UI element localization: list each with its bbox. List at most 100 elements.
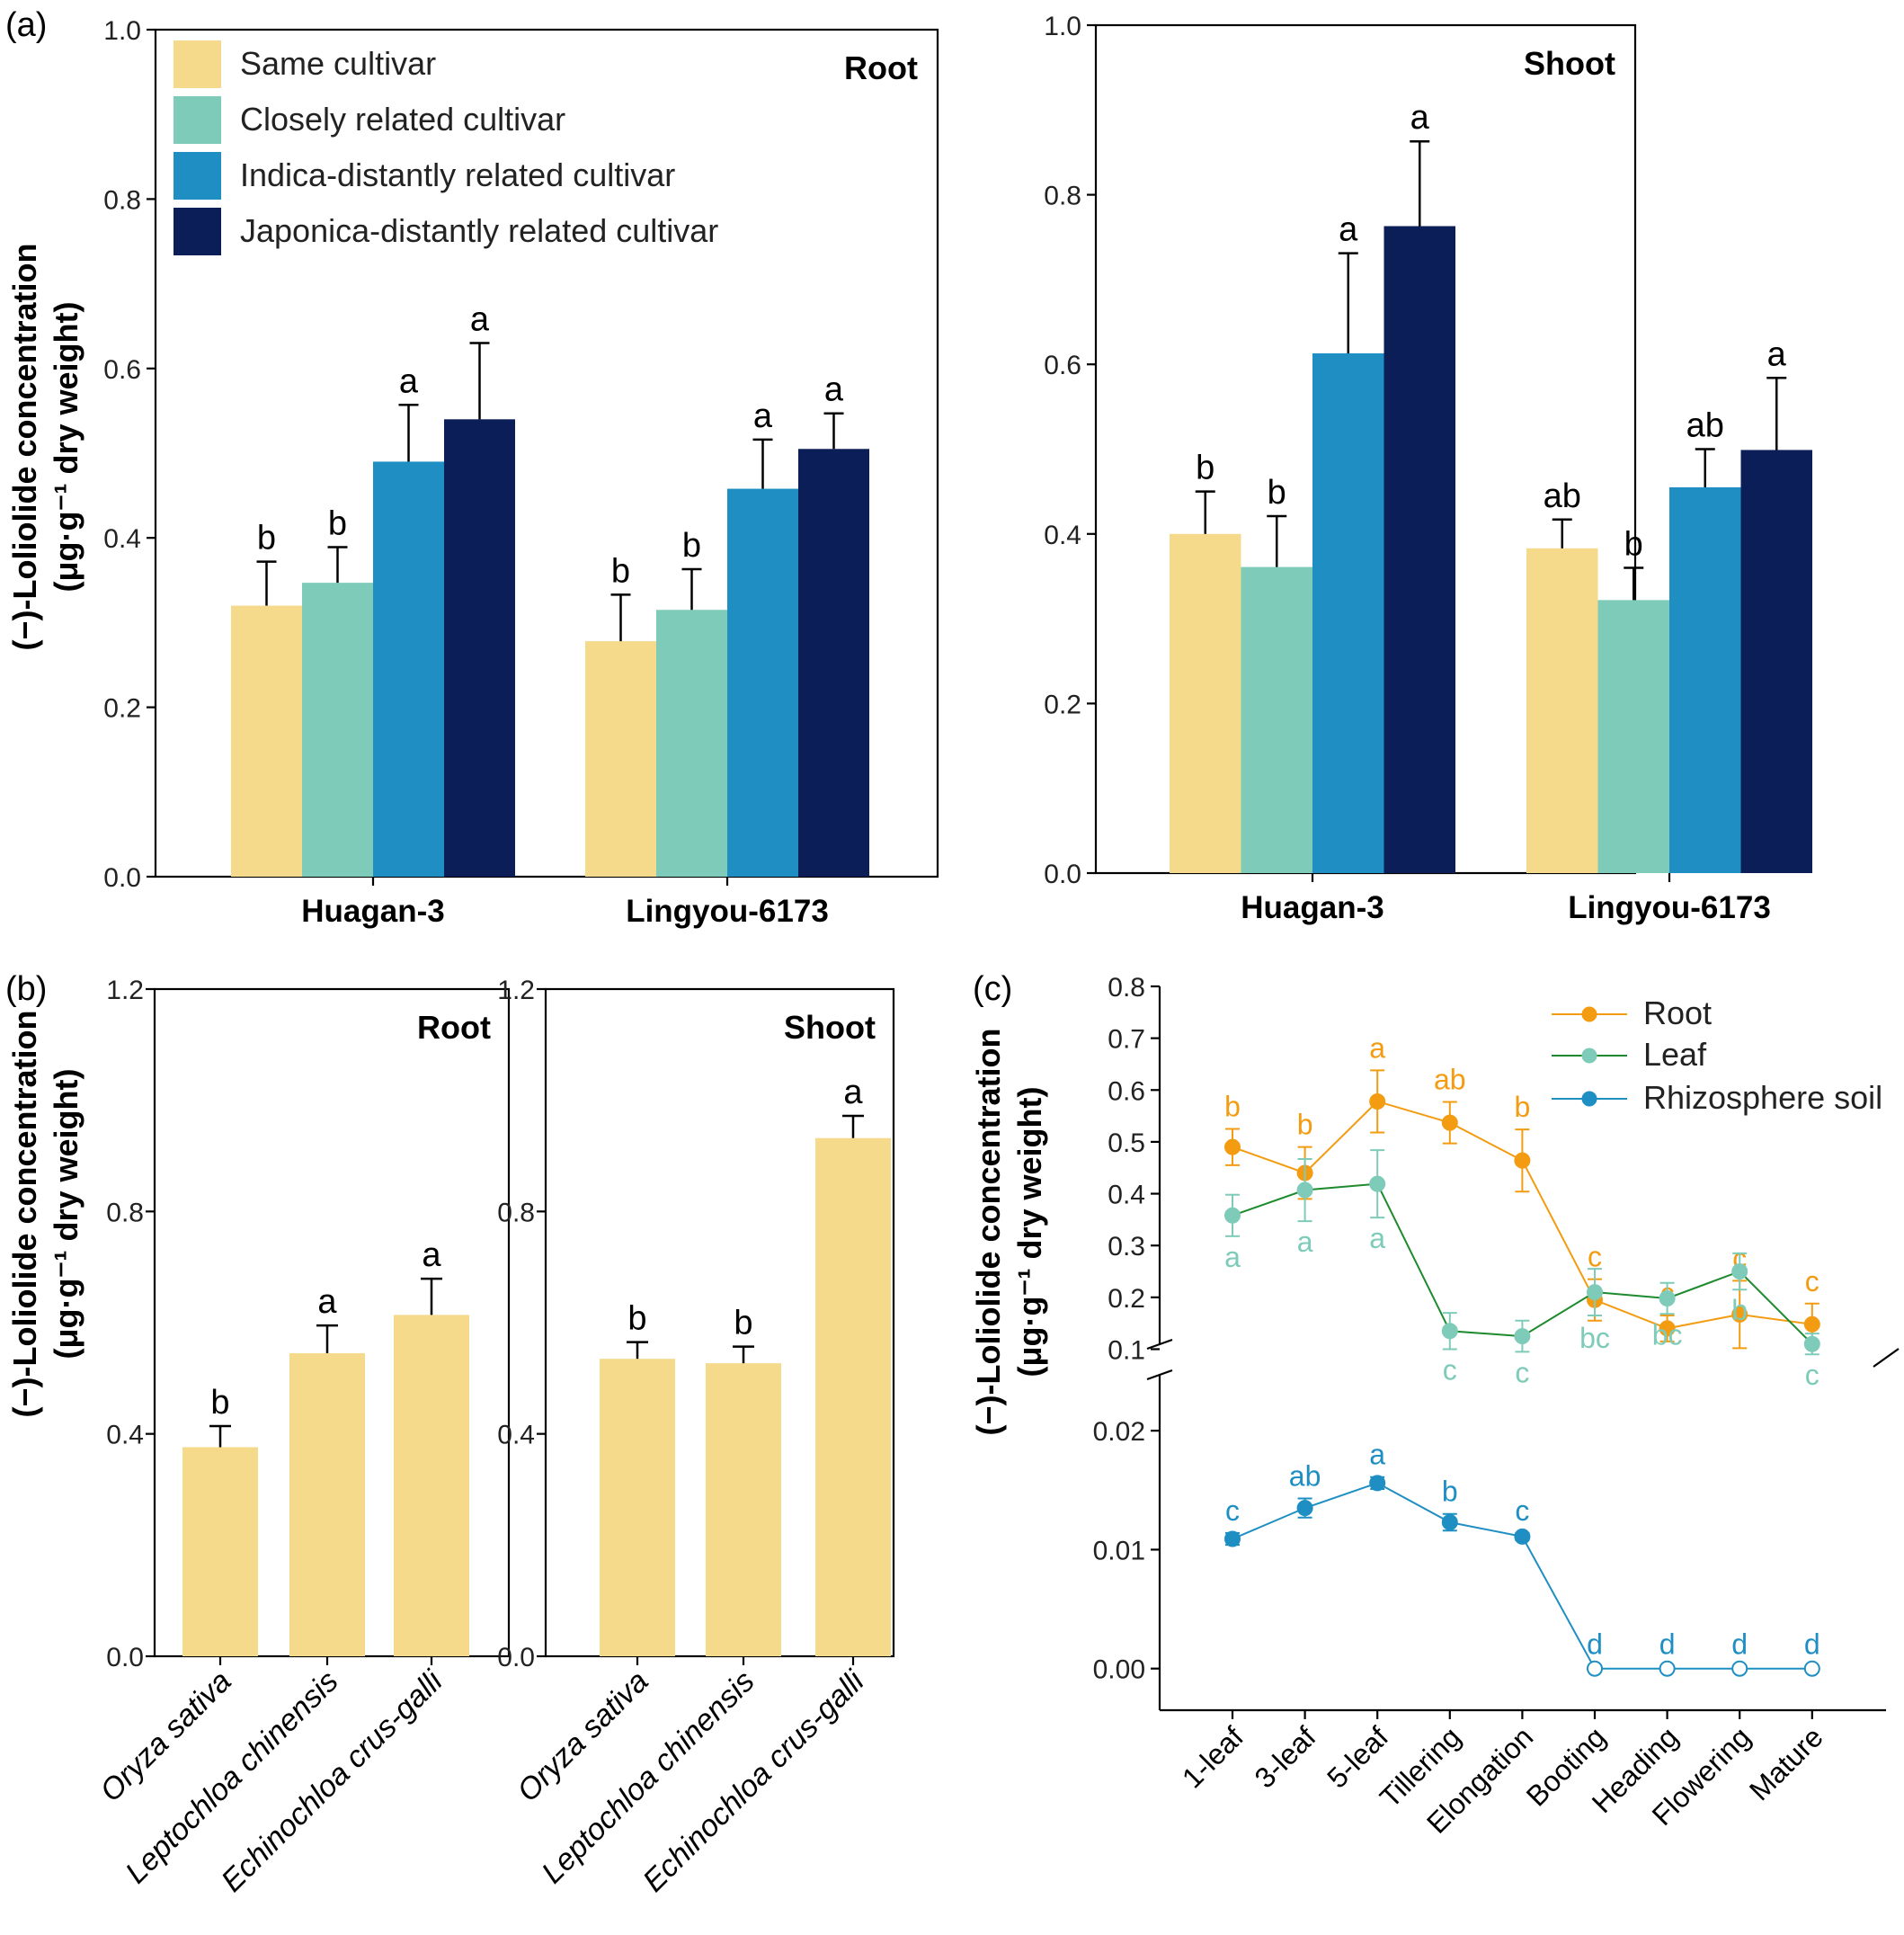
data-point bbox=[1224, 1207, 1241, 1224]
y-tick-label: 0.0 bbox=[106, 1643, 144, 1672]
legend-swatch bbox=[173, 152, 221, 200]
significance-letter: b bbox=[1624, 526, 1643, 564]
significance-letter: d bbox=[1659, 1628, 1676, 1661]
significance-letter: a bbox=[843, 1074, 863, 1111]
significance-letter: b bbox=[611, 552, 630, 590]
data-point bbox=[1659, 1320, 1676, 1337]
data-point bbox=[1587, 1660, 1603, 1677]
significance-letter: b bbox=[1268, 474, 1286, 512]
panel-label-c: (c) bbox=[973, 970, 1012, 1008]
y-tick-label: 0.01 bbox=[1093, 1536, 1145, 1565]
y-tick-label: 0.0 bbox=[103, 863, 141, 893]
x-category-label: Echinochloa crus-galli bbox=[636, 1663, 872, 1899]
significance-letter: a bbox=[753, 397, 773, 435]
significance-letter: a bbox=[399, 362, 419, 400]
data-point bbox=[1514, 1152, 1531, 1169]
y-tick-label: 0.3 bbox=[1108, 1232, 1145, 1262]
panel-title: Shoot bbox=[1524, 45, 1615, 82]
ylabel-a-line1: (−)-Loliolide concentration bbox=[6, 243, 43, 650]
y-tick-label: 0.8 bbox=[1044, 182, 1081, 211]
chart-a-root: 0.0 0.2 0.4 0.6 0.8 1.0 Root b b a a Huagan-3 b b a a Li… bbox=[103, 16, 939, 929]
y-tick-label: 1.2 bbox=[497, 976, 535, 1005]
x-category-label: Mature bbox=[1743, 1720, 1829, 1806]
significance-letter: ab bbox=[1544, 477, 1581, 515]
significance-letter: c bbox=[1225, 1494, 1240, 1527]
bar bbox=[815, 1137, 891, 1656]
y-tick-label: 0.7 bbox=[1108, 1025, 1145, 1055]
significance-letter: b bbox=[734, 1305, 752, 1342]
significance-letter: a bbox=[1339, 211, 1358, 249]
panel-label-b: (b) bbox=[5, 970, 47, 1008]
legend-label: Leaf bbox=[1643, 1036, 1707, 1073]
significance-letter: b bbox=[210, 1384, 229, 1422]
data-point bbox=[1296, 1500, 1313, 1517]
chart-a-shoot: 0.0 0.2 0.4 0.6 0.8 1.0 Shoot b b a a Huagan-3 ab b ab… bbox=[1044, 12, 1812, 925]
x-category-label: Huagan-3 bbox=[1241, 890, 1384, 925]
data-point bbox=[1441, 1323, 1458, 1340]
legend-swatch bbox=[173, 40, 221, 88]
data-point bbox=[1514, 1528, 1531, 1545]
significance-letter: a bbox=[1767, 335, 1787, 373]
significance-letter: d bbox=[1587, 1628, 1603, 1661]
y-tick-label: 0.02 bbox=[1093, 1417, 1145, 1447]
legend-label: Japonica-distantly related cultivar bbox=[240, 212, 718, 249]
ylabel-b-line2: (μg·g⁻¹ dry weight) bbox=[48, 1069, 85, 1360]
significance-letter: b bbox=[1731, 1294, 1748, 1326]
bar bbox=[394, 1315, 469, 1656]
significance-letter: b bbox=[1196, 450, 1214, 487]
bar bbox=[231, 605, 302, 877]
significance-letter: a bbox=[317, 1283, 337, 1321]
y-tick-label: 0.2 bbox=[1108, 1284, 1145, 1314]
significance-letter: a bbox=[824, 371, 844, 409]
axis-break-mark bbox=[1146, 1338, 1173, 1351]
y-tick-label: 0.8 bbox=[103, 185, 141, 215]
ylabel-c-line2: (μg·g⁻¹ dry weight) bbox=[1011, 1087, 1048, 1378]
legend-label: Closely related cultivar bbox=[240, 101, 565, 138]
y-tick-label: 0.8 bbox=[497, 1198, 535, 1227]
data-point bbox=[1296, 1182, 1313, 1199]
legend-swatch bbox=[173, 208, 221, 255]
bar bbox=[444, 419, 515, 877]
data-point bbox=[1731, 1660, 1748, 1677]
significance-letter: c bbox=[1805, 1359, 1819, 1391]
panel-title: Shoot bbox=[784, 1009, 876, 1046]
y-tick-label: 0.8 bbox=[1108, 973, 1145, 1003]
legend-marker bbox=[1581, 1091, 1597, 1107]
legend-marker bbox=[1581, 1006, 1597, 1022]
data-point bbox=[1731, 1263, 1748, 1280]
y-tick-label: 0.4 bbox=[1044, 521, 1081, 550]
significance-letter: c bbox=[1805, 1265, 1819, 1297]
significance-letter: a bbox=[1297, 1226, 1313, 1258]
y-tick-label: 0.5 bbox=[1108, 1128, 1145, 1158]
significance-letter: b bbox=[627, 1300, 646, 1338]
data-point bbox=[1369, 1175, 1386, 1192]
significance-letter: d bbox=[1804, 1628, 1820, 1661]
significance-letter: bc bbox=[1652, 1318, 1683, 1351]
ylabel-a-line2: (μg·g⁻¹ dry weight) bbox=[48, 302, 85, 593]
legend-label: Rhizosphere soil bbox=[1643, 1079, 1882, 1116]
significance-letter: b bbox=[1515, 1091, 1531, 1123]
x-category-label: Lingyou-6173 bbox=[1568, 890, 1771, 925]
data-point bbox=[1803, 1660, 1820, 1677]
data-point bbox=[1441, 1114, 1458, 1131]
x-category-label: 3-leaf bbox=[1248, 1720, 1321, 1794]
significance-letter: ab bbox=[1434, 1064, 1466, 1096]
significance-letter: b bbox=[257, 520, 276, 557]
ylabel-a: (−)-Loliolide concentration (μg·g⁻¹ dry … bbox=[6, 243, 85, 650]
bar bbox=[585, 641, 656, 877]
significance-letter: c bbox=[1515, 1356, 1529, 1388]
bar bbox=[706, 1363, 781, 1656]
legend-label: Same cultivar bbox=[240, 45, 436, 82]
significance-letter: b bbox=[1442, 1476, 1458, 1508]
y-tick-label: 0.0 bbox=[497, 1643, 535, 1672]
bar bbox=[1740, 450, 1812, 873]
significance-letter: ab bbox=[1289, 1460, 1321, 1493]
y-tick-label: 0.6 bbox=[1108, 1076, 1145, 1106]
significance-letter: a bbox=[1369, 1222, 1385, 1254]
significance-letter: a bbox=[1224, 1241, 1241, 1273]
y-tick-label: 0.0 bbox=[1044, 860, 1081, 889]
data-point bbox=[1659, 1660, 1676, 1677]
bar bbox=[727, 488, 798, 877]
